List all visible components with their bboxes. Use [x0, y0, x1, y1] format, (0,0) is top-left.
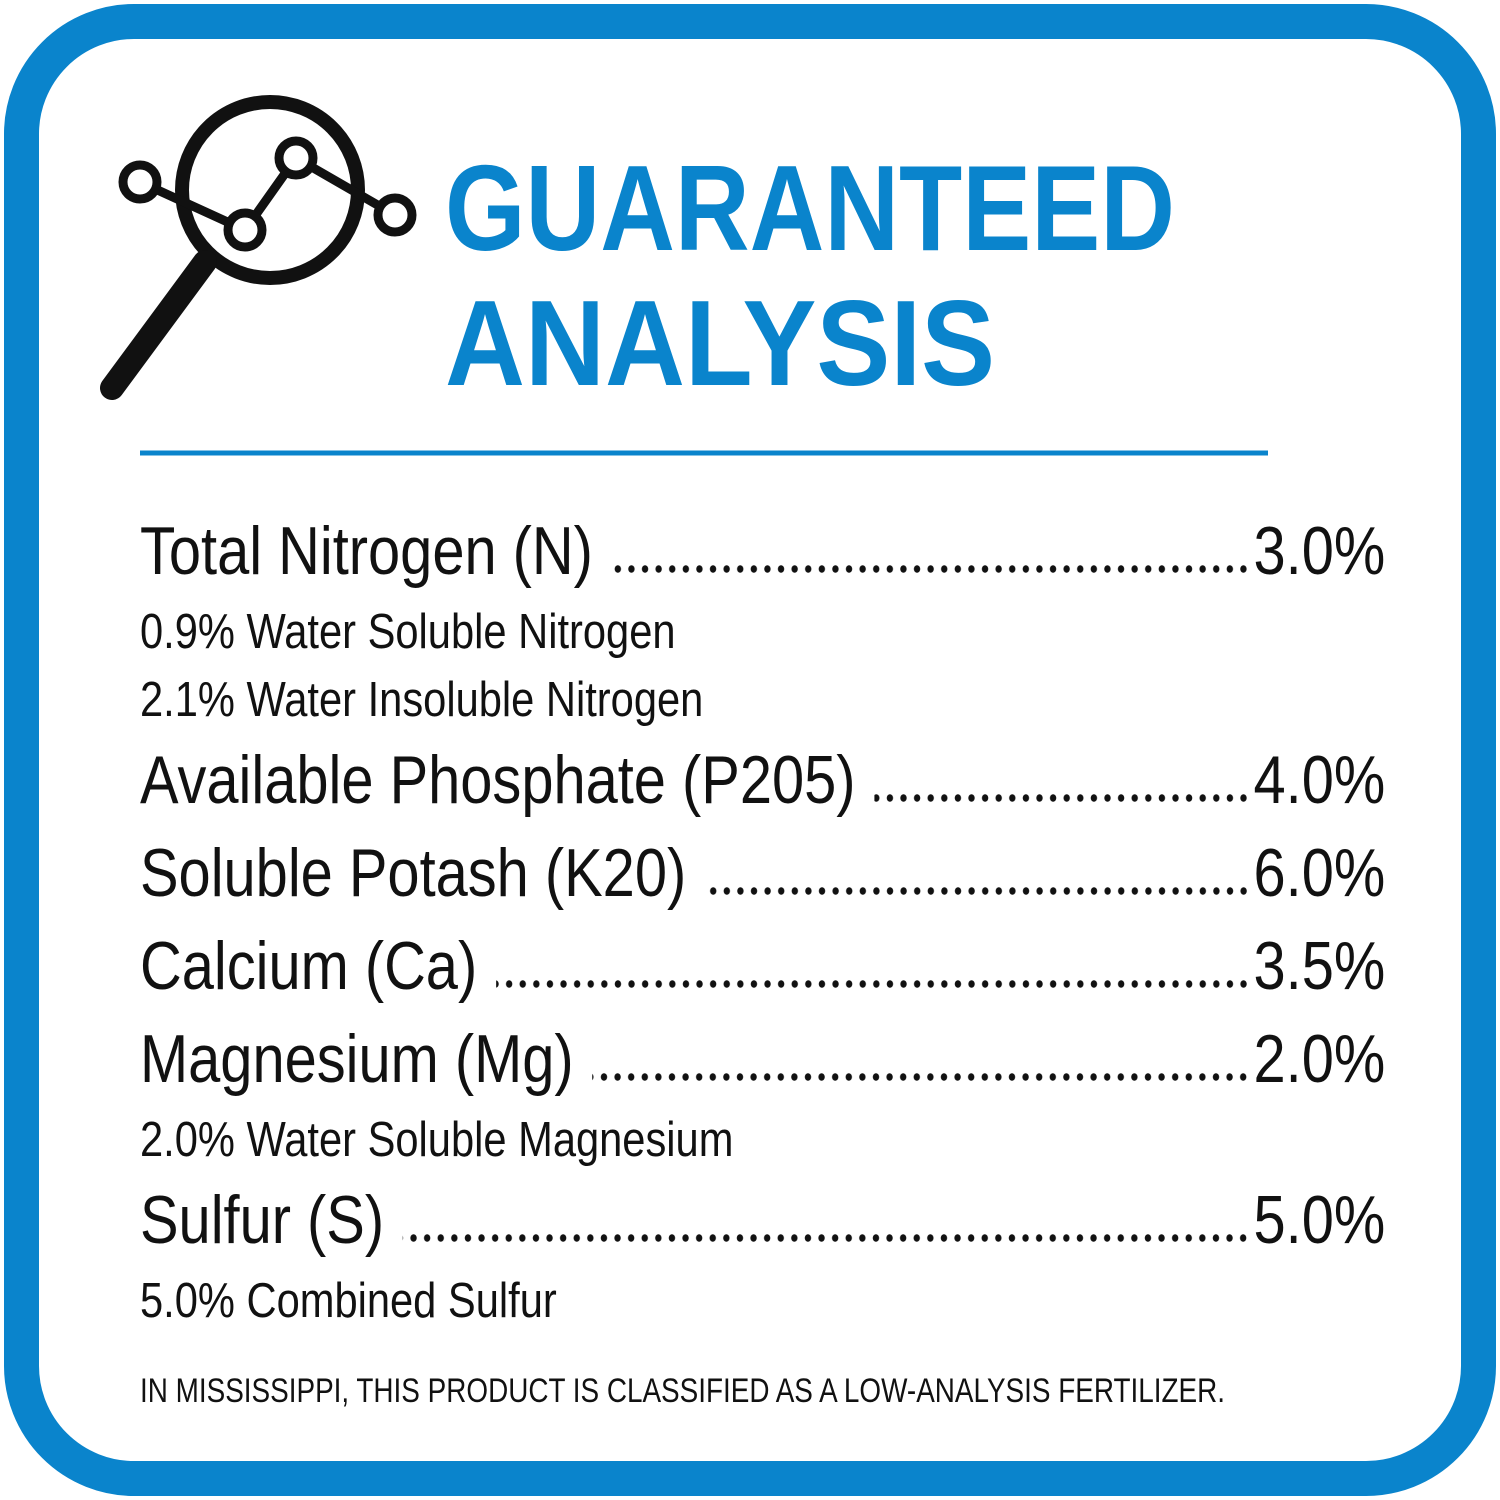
nutrient-note: 2.1% Water Insoluble Nitrogen	[140, 673, 704, 727]
nutrient-note: 2.0% Water Soluble Magnesium	[140, 1113, 734, 1167]
nutrient-value: 5.0%	[1253, 1182, 1386, 1258]
nutrient-value: 3.5%	[1253, 928, 1386, 1004]
nutrient-value: 6.0%	[1253, 835, 1386, 911]
nutrient-name: Total Nitrogen (N)	[140, 513, 593, 589]
title-line: GUARANTEED	[445, 140, 1175, 276]
nutrient-row: Magnesium (Mg) 2.0%	[140, 1013, 1385, 1106]
dot-leader	[402, 1233, 1251, 1243]
nutrient-row: Sulfur (S) 5.0%	[140, 1174, 1385, 1267]
nutrient-name: Magnesium (Mg)	[140, 1021, 574, 1097]
analysis-icon	[100, 95, 417, 400]
nutrient-note: 0.9% Water Soluble Nitrogen	[140, 605, 676, 659]
dot-leader	[874, 793, 1251, 803]
nutrient-note: 5.0% Combined Sulfur	[140, 1274, 557, 1328]
nutrient-value: 3.0%	[1253, 513, 1386, 589]
nutrient-value: 2.0%	[1253, 1021, 1386, 1097]
analysis-list: Total Nitrogen (N) 3.0% 0.9% Water Soluble…	[140, 505, 1385, 1335]
footer-note: IN MISSISSIPPI, THIS PRODUCT IS CLASSIFI…	[140, 1372, 1226, 1410]
nutrient-name: Sulfur (S)	[140, 1182, 385, 1258]
nutrient-row: Available Phosphate (P205) 4.0%	[140, 734, 1385, 827]
frame	[4, 4, 1496, 1496]
dot-leader	[611, 564, 1251, 574]
dot-leader	[704, 886, 1251, 896]
nutrient-row: Calcium (Ca) 3.5%	[140, 920, 1385, 1013]
nutrient-name: Calcium (Ca)	[140, 928, 478, 1004]
nutrient-value: 4.0%	[1253, 742, 1386, 818]
dot-leader	[592, 1072, 1251, 1082]
title-line: ANALYSIS	[445, 275, 995, 411]
dot-leader	[495, 979, 1251, 989]
nutrient-row: Soluble Potash (K20) 6.0%	[140, 827, 1385, 920]
nutrient-name: Soluble Potash (K20)	[140, 835, 687, 911]
nutrient-row: Total Nitrogen (N) 3.0%	[140, 505, 1385, 598]
nutrient-name: Available Phosphate (P205)	[140, 742, 856, 818]
